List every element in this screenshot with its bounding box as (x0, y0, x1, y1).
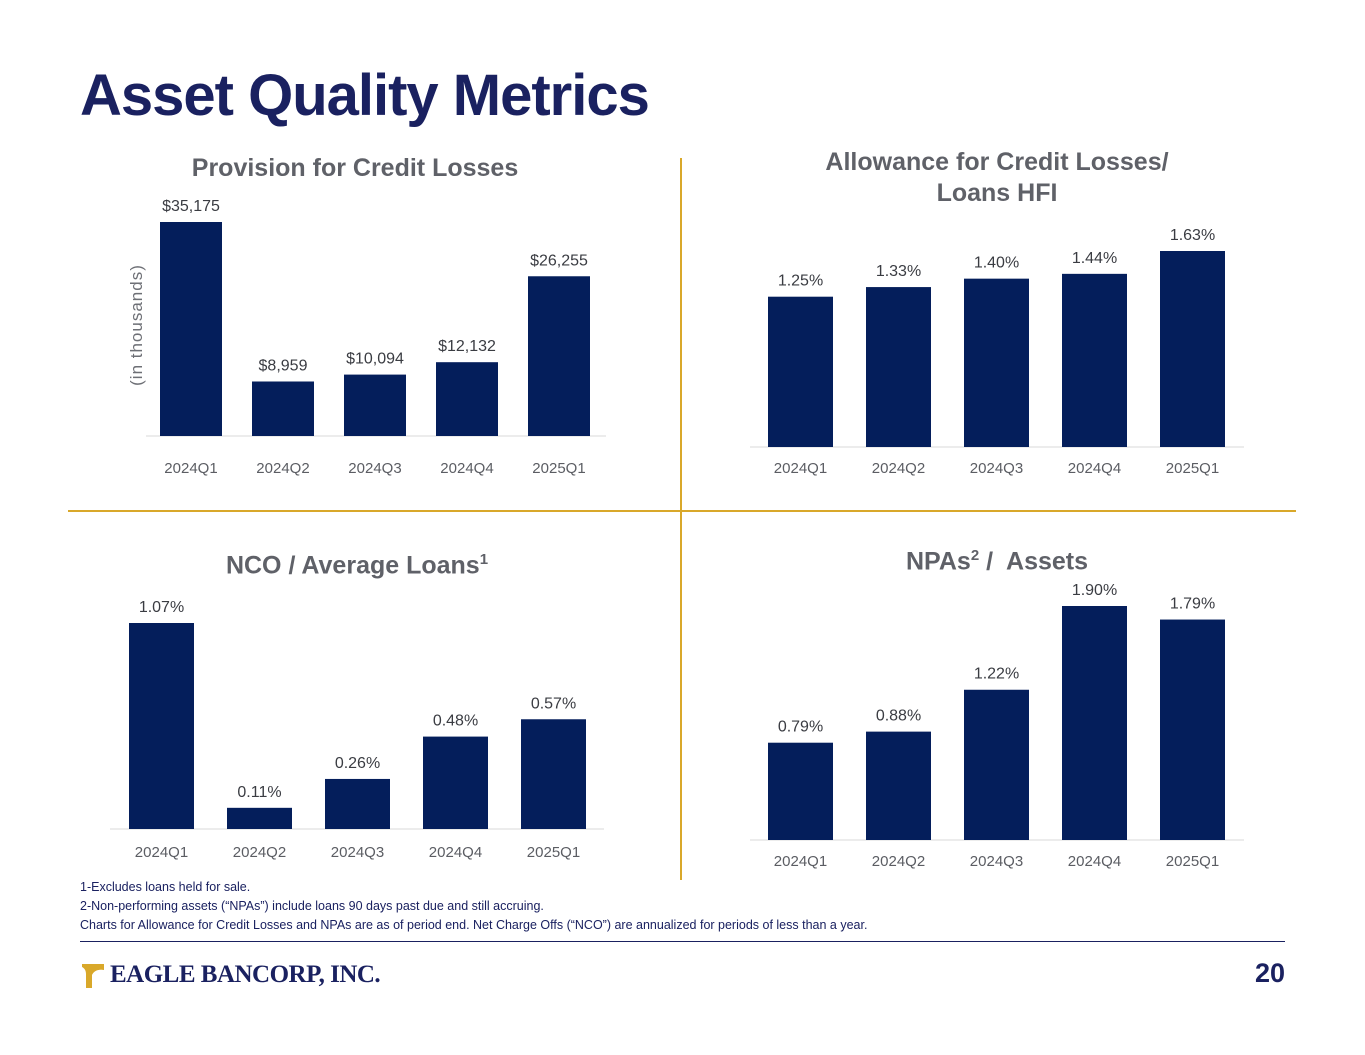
chart-title: Allowance for Credit Losses/ Loans HFI (750, 147, 1244, 209)
footnote-2: 2-Non-performing assets (“NPAs”) include… (80, 899, 544, 913)
provision-chart: $35,175 2024Q1 $8,959 2024Q2 $10,094 2024Q3 $1… (146, 198, 606, 477)
data-label-2025Q1: $26,255 (530, 252, 588, 269)
tick-label-2024Q3: 2024Q3 (970, 460, 1023, 477)
tick-label-2024Q2: 2024Q2 (233, 844, 286, 861)
data-label-2024Q2: 0.88% (876, 708, 921, 725)
data-label-2024Q4: 1.44% (1072, 250, 1117, 267)
npas-chart-panel: NPAs2 / Assets 0.79% 2024Q1 0.88% 2024Q2 1.2… (750, 538, 1250, 878)
company-logo: EAGLE BANCORP, INC. (80, 958, 381, 992)
tick-label-2024Q4: 2024Q4 (440, 460, 493, 477)
bar-2024Q1 (160, 222, 222, 436)
tick-label-2024Q1: 2024Q1 (774, 853, 827, 870)
tick-label-2024Q1: 2024Q1 (135, 844, 188, 861)
data-label-2024Q4: 1.90% (1072, 582, 1117, 599)
tick-label-2024Q3: 2024Q3 (331, 844, 384, 861)
tick-label-2024Q1: 2024Q1 (164, 460, 217, 477)
chart-title: NCO / Average Loans1 (110, 544, 604, 581)
tick-label-2024Q4: 2024Q4 (429, 844, 482, 861)
bar-2025Q1 (528, 276, 590, 436)
data-label-2024Q2: 0.11% (237, 784, 281, 801)
bar-2024Q4 (423, 736, 488, 829)
bar-2024Q3 (964, 689, 1029, 840)
tick-label-2024Q2: 2024Q2 (256, 460, 309, 477)
chart-title: NPAs2 / Assets (750, 540, 1244, 577)
bar-2024Q3 (344, 374, 406, 436)
data-label-2024Q3: 1.22% (974, 666, 1019, 683)
data-label-2024Q1: $35,175 (162, 198, 220, 215)
tick-label-2024Q2: 2024Q2 (872, 853, 925, 870)
bar-2024Q3 (325, 778, 390, 829)
chart-title-line-2: Loans HFI (936, 179, 1058, 207)
tick-label-2024Q3: 2024Q3 (348, 460, 401, 477)
footnote-ref-1: 1 (479, 551, 489, 568)
data-label-2024Q2: 1.33% (876, 263, 921, 280)
npas-chart: 0.79% 2024Q1 0.88% 2024Q2 1.22% 2024Q3 1.90% 20… (750, 582, 1244, 870)
tick-label-2025Q1: 2025Q1 (1166, 460, 1219, 477)
bar-2024Q2 (866, 287, 931, 447)
data-label-2024Q4: 0.48% (433, 713, 478, 730)
tick-label-2024Q4: 2024Q4 (1068, 853, 1121, 870)
bar-2024Q2 (252, 381, 314, 436)
nco-chart: 1.07% 2024Q1 0.11% 2024Q2 0.26% 2024Q3 0.48% 20… (110, 599, 604, 861)
chart-title-post: / Assets (979, 547, 1089, 576)
bar-2024Q1 (768, 296, 833, 447)
allowance-chart: 1.25% 2024Q1 1.33% 2024Q2 1.40% 2024Q3 1.44% 20… (750, 227, 1244, 477)
tick-label-2024Q1: 2024Q1 (774, 460, 827, 477)
bar-2024Q4 (436, 362, 498, 436)
data-label-2024Q1: 1.07% (139, 599, 184, 616)
horizontal-divider (68, 510, 1296, 512)
bar-2024Q2 (227, 807, 292, 829)
bar-2024Q1 (129, 623, 194, 829)
bar-2025Q1 (1160, 619, 1225, 840)
bar-2024Q2 (866, 731, 931, 840)
provision-chart-panel: Provision for Credit Losses (in thousand… (110, 150, 620, 490)
tick-label-2025Q1: 2025Q1 (532, 460, 585, 477)
bottom-rule (80, 941, 1285, 942)
chart-title-text: NCO / Average Loans (225, 551, 480, 580)
data-label-2024Q1: 1.25% (778, 273, 823, 290)
data-label-2025Q1: 1.79% (1170, 596, 1215, 613)
allowance-chart-panel: Allowance for Credit Losses/ Loans HFI 1… (750, 145, 1250, 490)
footnote-1: 1-Excludes loans held for sale. (80, 880, 251, 894)
vertical-divider (680, 158, 682, 880)
bar-2025Q1 (521, 719, 586, 829)
footnotes: 1-Excludes loans held for sale. 2-Non-pe… (80, 878, 867, 935)
data-label-2024Q3: 0.26% (335, 755, 380, 772)
tick-label-2024Q2: 2024Q2 (872, 460, 925, 477)
bar-2024Q3 (964, 278, 1029, 447)
data-label-2024Q3: 1.40% (974, 255, 1019, 272)
data-label-2024Q1: 0.79% (778, 719, 823, 736)
bar-2024Q4 (1062, 273, 1127, 447)
footnote-ref-2: 2 (970, 547, 980, 564)
bar-2024Q1 (768, 742, 833, 840)
data-label-2024Q2: $8,959 (259, 357, 308, 374)
chart-title: Provision for Credit Losses (191, 154, 519, 182)
data-label-2025Q1: 0.57% (531, 695, 576, 712)
eagle-icon (82, 964, 104, 988)
tick-label-2025Q1: 2025Q1 (527, 844, 580, 861)
bar-2024Q4 (1062, 606, 1127, 840)
chart-title-line-1: Allowance for Credit Losses/ (825, 148, 1169, 176)
nco-chart-panel: NCO / Average Loans1 1.07% 2024Q1 0.11% 202… (110, 540, 620, 875)
page-title: Asset Quality Metrics (80, 63, 650, 128)
data-label-2025Q1: 1.63% (1170, 227, 1215, 244)
tick-label-2024Q4: 2024Q4 (1068, 460, 1121, 477)
data-label-2024Q3: $10,094 (346, 351, 404, 368)
chart-title-pre: NPAs (905, 547, 971, 576)
footnote-3: Charts for Allowance for Credit Losses a… (80, 918, 868, 932)
tick-label-2025Q1: 2025Q1 (1166, 853, 1219, 870)
bar-2025Q1 (1160, 251, 1225, 447)
logo-text: EAGLE BANCORP, INC. (110, 961, 381, 988)
page-number: 20 (1254, 958, 1285, 988)
data-label-2024Q4: $12,132 (438, 338, 496, 355)
tick-label-2024Q3: 2024Q3 (970, 853, 1023, 870)
